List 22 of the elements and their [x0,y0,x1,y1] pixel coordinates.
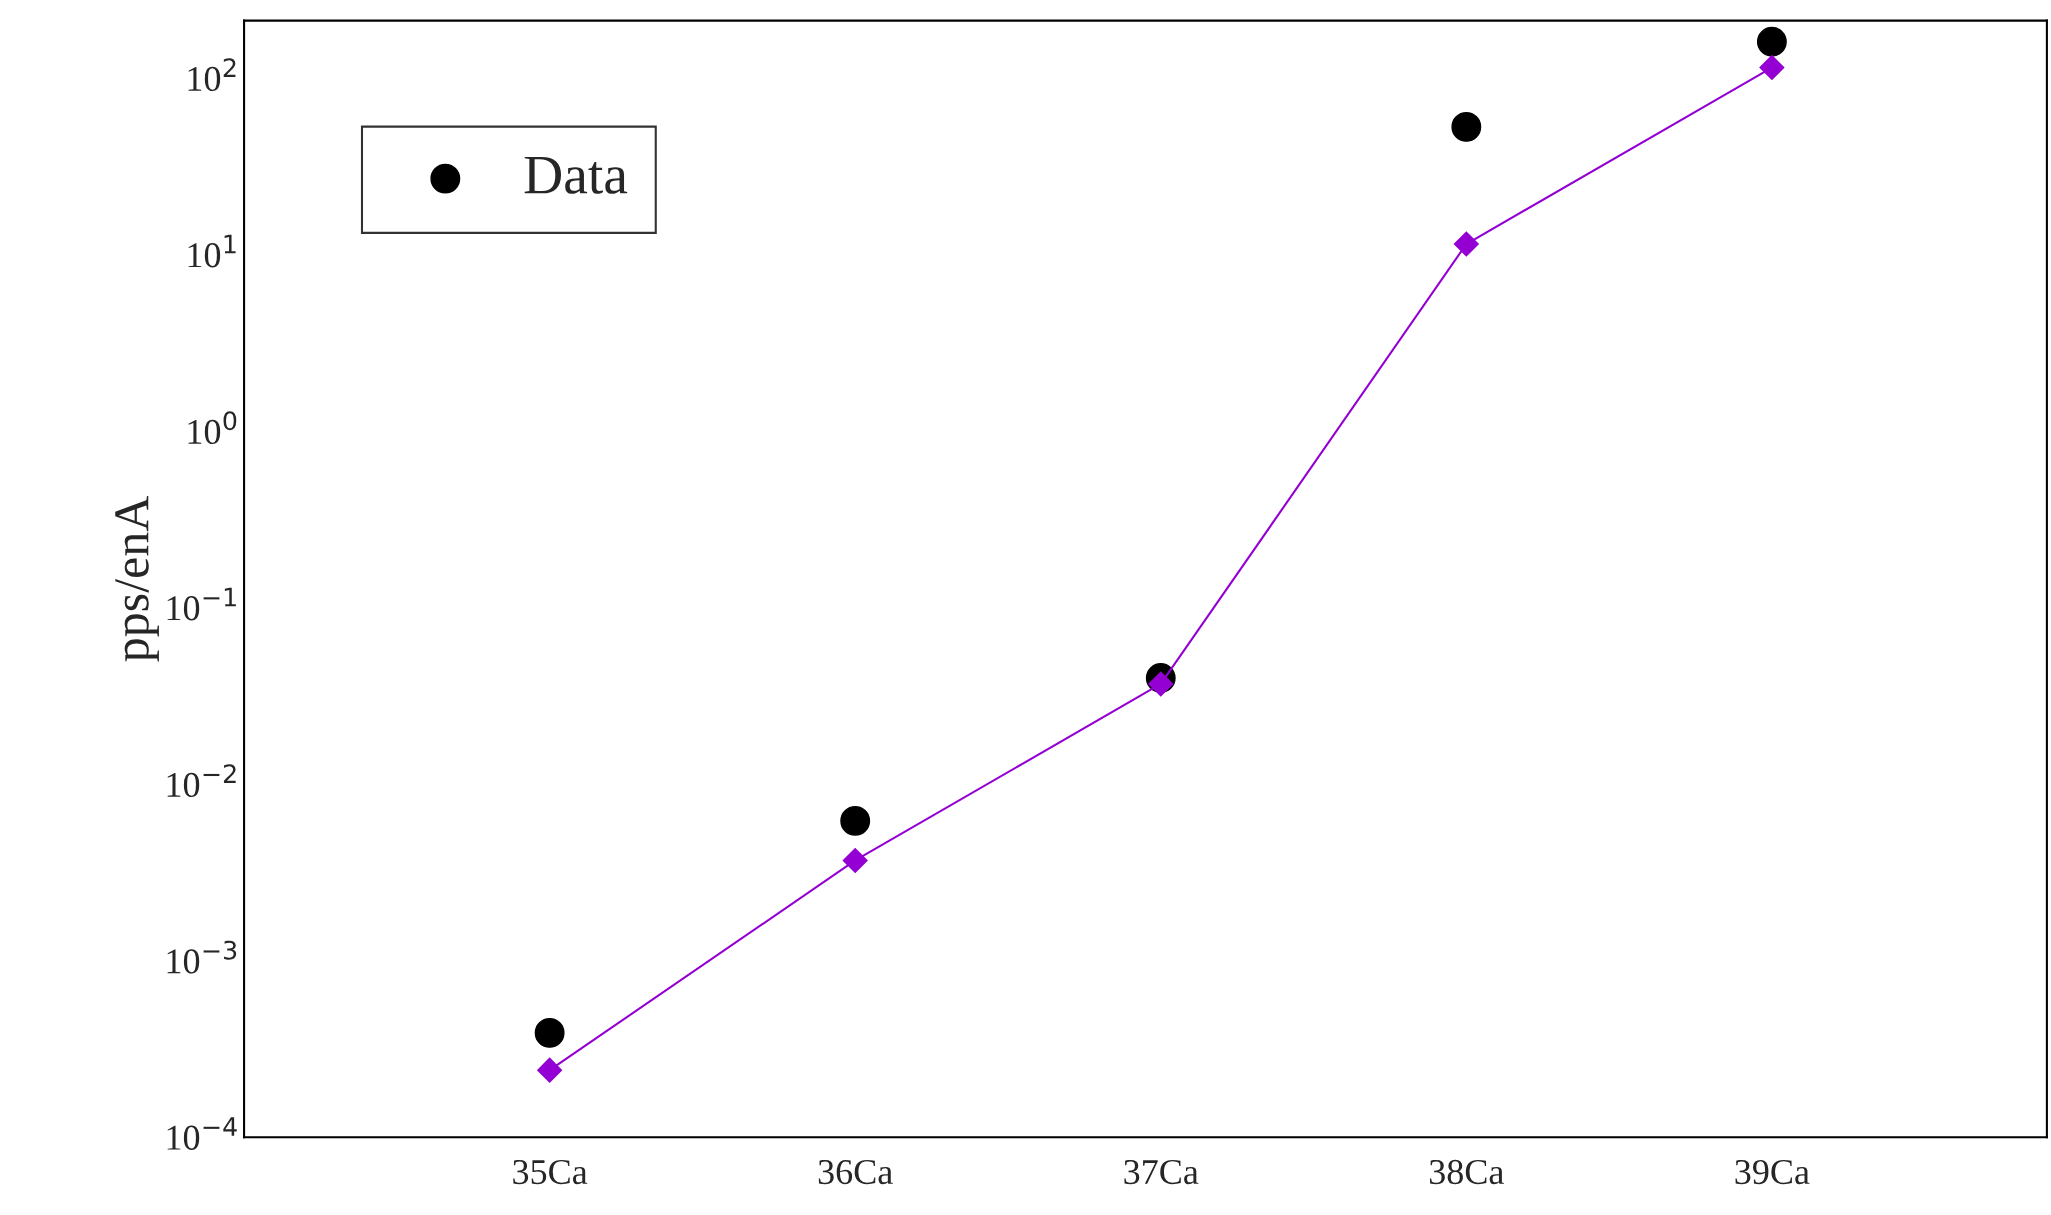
legend-label: Data [524,156,628,194]
point [1453,231,1479,257]
x-tick-label: 36Ca [818,1159,893,1185]
point [534,1017,565,1048]
y-tick-label: 10$^{1}$ [188,234,236,268]
point [840,805,871,836]
x-tick-label: 38Ca [1429,1159,1504,1185]
x-tick-label: 37Ca [1124,1159,1199,1185]
point [537,1057,563,1083]
x-tick-label: 39Ca [1735,1159,1810,1185]
point [1451,111,1482,142]
point [842,847,868,873]
y-tick-label: 10$^{−3}$ [167,940,237,974]
y-tick-label: 10$^{0}$ [188,411,237,445]
point [1759,55,1785,81]
y-tick-label: 10$^{−1}$ [167,587,236,621]
y-tick-label: 10$^{−2}$ [167,764,236,798]
point [1756,26,1787,57]
y-axis-title: pps/enA [115,495,159,662]
x-tick-label: 35Ca [513,1159,588,1185]
y-tick-label: 10$^{2}$ [188,58,236,92]
y-tick-label: 10$^{−4}$ [167,1117,237,1150]
